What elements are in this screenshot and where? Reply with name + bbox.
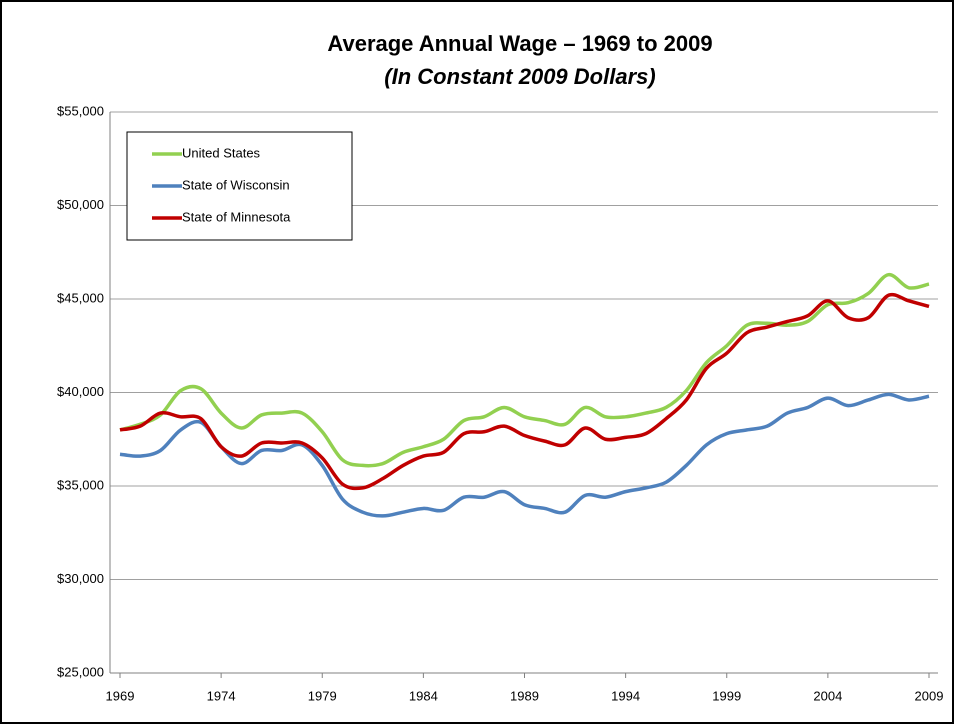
series-line: [119, 392, 930, 518]
y-tick-label: $55,000: [57, 103, 104, 118]
x-tick-label: 1984: [409, 688, 438, 703]
x-tick-label: 2004: [813, 688, 842, 703]
x-tick-label: 1974: [207, 688, 236, 703]
series-line: [119, 272, 930, 468]
x-tick-label: 1999: [712, 688, 741, 703]
y-tick-label: $40,000: [57, 384, 104, 399]
y-tick-label: $45,000: [57, 290, 104, 305]
y-tick-label: $50,000: [57, 197, 104, 212]
series-line: [119, 292, 930, 491]
chart-title: Average Annual Wage – 1969 to 2009: [327, 31, 712, 56]
x-tick-label: 1969: [106, 688, 135, 703]
legend-label: State of Minnesota: [182, 209, 291, 224]
legend-label: State of Wisconsin: [182, 177, 290, 192]
x-tick-label: 1979: [308, 688, 337, 703]
y-tick-label: $30,000: [57, 571, 104, 586]
x-tick-label: 1994: [611, 688, 640, 703]
x-tick-label: 1989: [510, 688, 539, 703]
y-tick-label: $35,000: [57, 477, 104, 492]
y-tick-label: $25,000: [57, 664, 104, 679]
x-tick-label: 2009: [915, 688, 944, 703]
legend-label: United States: [182, 145, 261, 160]
chart-subtitle: (In Constant 2009 Dollars): [384, 64, 655, 89]
